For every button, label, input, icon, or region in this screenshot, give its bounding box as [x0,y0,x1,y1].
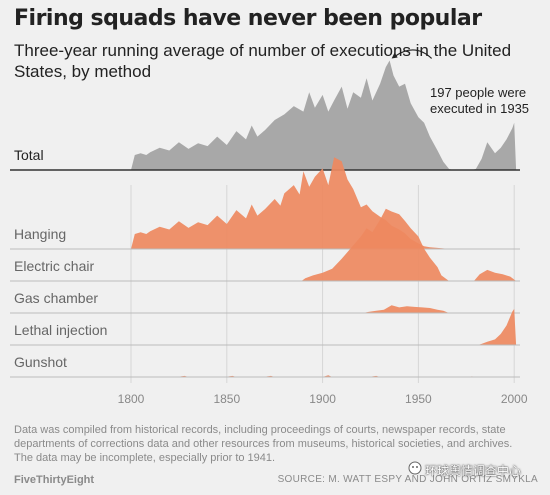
brand-logo: FiveThirtyEight [14,474,95,486]
x-tick-label: 1850 [213,392,240,406]
series-gunshot: Gunshot [10,354,520,378]
series-gas-chamber: Gas chamber [10,290,520,314]
series-label: Gunshot [14,354,67,370]
x-tick-label: 1800 [118,392,145,406]
series-label: Total [14,147,44,163]
series-label: Electric chair [14,258,94,274]
x-axis: 1800 1850 1900 1950 2000 [118,392,528,406]
area-electric-chair [301,208,517,281]
chart-subtitle: Three-year running average of number of … [14,41,512,81]
ridgeline-chart: Total Hanging Electric chair Gas chamber Let… [10,49,529,406]
area-hanging [131,157,450,249]
data-note: Data was compiled from historical record… [14,424,513,464]
annotation-arrow [394,49,433,59]
annotation-text: executed in 1935 [430,101,529,116]
series-total: Total [10,60,520,171]
series-lethal-injection: Lethal injection [10,308,520,346]
series-label: Lethal injection [14,322,107,338]
chart-title: Firing squads have never been popular [14,6,482,31]
x-tick-label: 1900 [309,392,336,406]
area-gas-chamber [362,305,450,313]
series-electric-chair: Electric chair [10,208,520,282]
area-total [131,60,517,170]
series-hanging: Hanging [10,157,520,250]
wechat-icon [408,461,422,475]
x-tick-label: 1950 [405,392,432,406]
series-rows: Total Hanging Electric chair Gas chamber Let… [10,60,520,378]
series-label: Hanging [14,226,66,242]
x-tick-label: 2000 [501,392,528,406]
annotation-text: 197 people were [430,85,526,100]
series-label: Gas chamber [14,290,98,306]
watermark-text: 环球舆情调查中心 [425,464,522,478]
area-lethal-injection [477,308,517,345]
annotation-arrowhead [391,52,398,59]
source-credit: SOURCE: M. WATT ESPY AND JOHN ORTIZ SMYK… [277,474,538,485]
